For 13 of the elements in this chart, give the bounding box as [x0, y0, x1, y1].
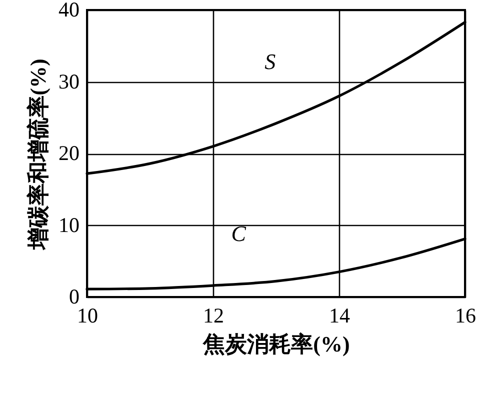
x-tick-label: 12 — [203, 304, 224, 328]
y-tick-label: 20 — [58, 141, 80, 165]
x-tick-label: 14 — [329, 304, 350, 328]
y-tick-label: 0 — [69, 284, 80, 308]
x-tick-label: 16 — [455, 304, 476, 328]
y-tick-label: 10 — [58, 212, 80, 237]
y-axis-title: 增碳率和增硫率(%) — [26, 58, 50, 250]
annotation: S — [264, 48, 276, 74]
x-tick-label: 10 — [77, 304, 98, 328]
annotation: C — [231, 221, 246, 246]
x-axis-title: 焦炭消耗率(%) — [202, 332, 350, 356]
y-tick-label: 40 — [58, 0, 80, 22]
y-tick-label: 30 — [58, 69, 80, 94]
